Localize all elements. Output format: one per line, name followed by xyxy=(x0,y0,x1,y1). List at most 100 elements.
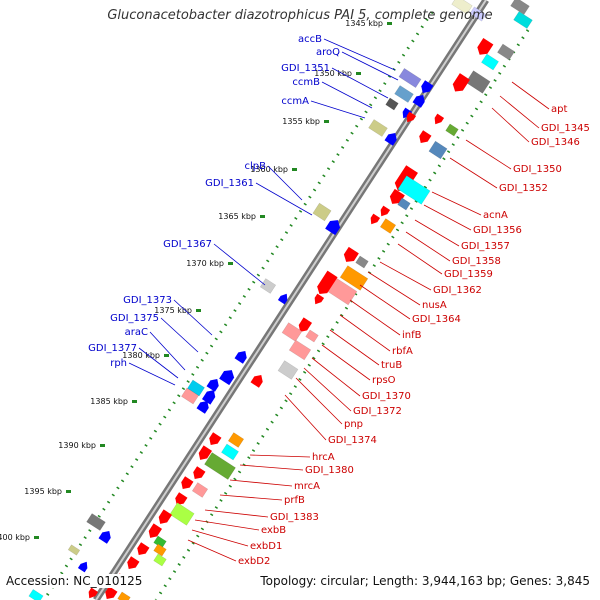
gene-arrow xyxy=(412,94,425,108)
kbp-tick-mark xyxy=(34,536,39,539)
right-label-leader xyxy=(359,284,411,320)
gene-arrow xyxy=(98,530,111,544)
right-gene-labels: apt GDI_1345 GDI_1346 GDI_1350 GDI_1352 acnA G… xyxy=(187,81,590,567)
right-label-leader xyxy=(295,377,343,425)
kbp-tick-label: 1400 kbp xyxy=(0,533,30,542)
gene-feature xyxy=(394,85,414,103)
right-gene-label: GDI_1356 xyxy=(473,225,522,236)
right-label-leader xyxy=(321,344,371,381)
left-gene-labels: accB aroQ GDI_1351 ccmB ccmA clpB GDI_1361 GDI_… xyxy=(88,34,399,386)
gene-feature xyxy=(28,589,44,600)
right-gene-label: GDI_1359 xyxy=(444,269,493,280)
gene-feature xyxy=(355,255,369,269)
gene-feature xyxy=(465,70,491,94)
gene-feature xyxy=(398,68,422,88)
right-gene-label: rbfA xyxy=(392,346,413,357)
gene-features xyxy=(28,0,533,600)
gene-feature xyxy=(153,553,167,567)
kbp-tick-label: 1380 kbp xyxy=(122,351,160,360)
gene-arrow xyxy=(193,466,206,480)
left-label-leader xyxy=(138,347,179,379)
left-gene-label: aroQ xyxy=(316,47,340,58)
right-label-leader xyxy=(405,231,451,262)
right-label-leader xyxy=(449,157,498,189)
gene-feature xyxy=(191,482,209,498)
gene-feature xyxy=(513,11,533,29)
kbp-tick-label: 1345 kbp xyxy=(345,19,383,28)
right-gene-label: GDI_1357 xyxy=(461,241,510,252)
right-label-leader xyxy=(239,464,304,471)
kbp-tick-label: 1360 kbp xyxy=(250,165,288,174)
gene-feature xyxy=(510,0,530,15)
left-label-leader xyxy=(310,100,366,119)
gene-arrow xyxy=(234,350,247,364)
right-gene-label: nusA xyxy=(422,300,447,311)
kbp-tick-mark xyxy=(100,444,105,447)
right-label-leader xyxy=(219,494,283,501)
right-gene-label: hrcA xyxy=(312,452,335,463)
kbp-tick-label: 1385 kbp xyxy=(90,397,128,406)
right-label-leader xyxy=(303,367,352,412)
left-gene-label: clpB xyxy=(245,161,267,172)
right-label-leader xyxy=(414,219,460,247)
right-gene-label: GDI_1364 xyxy=(412,314,461,325)
gene-arrow xyxy=(452,73,470,92)
right-gene-label: GDI_1380 xyxy=(305,465,354,476)
left-label-leader xyxy=(160,317,199,353)
right-gene-label: GDI_1362 xyxy=(433,285,482,296)
kbp-tick-mark xyxy=(292,168,297,171)
right-gene-label: GDI_1383 xyxy=(270,512,319,523)
kbp-tick-mark xyxy=(228,262,233,265)
right-label-leader xyxy=(379,261,432,291)
kbp-tick-label: 1370 kbp xyxy=(186,259,224,268)
gene-feature xyxy=(368,119,388,137)
gene-feature xyxy=(181,387,199,405)
gene-arrow xyxy=(380,205,391,217)
left-label-leader xyxy=(128,362,176,386)
right-label-leader xyxy=(329,329,380,366)
gene-feature xyxy=(153,543,167,557)
gene-arrow xyxy=(181,476,194,490)
right-label-leader xyxy=(194,519,260,531)
right-label-leader xyxy=(191,529,249,547)
left-gene-label: GDI_1375 xyxy=(110,313,159,324)
right-label-leader xyxy=(339,314,391,352)
right-gene-label: truB xyxy=(381,360,402,371)
left-label-leader xyxy=(323,38,396,71)
gene-arrow xyxy=(206,378,219,392)
gene-arrow xyxy=(250,374,263,388)
gene-arrow xyxy=(314,293,325,305)
gene-feature xyxy=(497,43,515,61)
gene-feature xyxy=(86,513,106,531)
gene-arrow xyxy=(277,293,288,305)
gene-feature xyxy=(169,502,195,526)
right-label-leader xyxy=(349,299,401,336)
gene-arrow xyxy=(198,445,213,460)
gene-arrow xyxy=(175,492,188,506)
right-label-leader xyxy=(431,191,482,216)
gene-arrow xyxy=(477,38,494,55)
right-label-leader xyxy=(397,243,443,275)
right-gene-label: apt xyxy=(551,104,567,115)
right-gene-label: exbD1 xyxy=(250,541,282,552)
right-gene-label: GDI_1346 xyxy=(531,137,580,148)
gene-feature xyxy=(339,265,369,291)
right-gene-label: GDI_1352 xyxy=(499,183,548,194)
right-track xyxy=(154,29,530,600)
gene-arrow xyxy=(209,432,222,446)
right-label-leader xyxy=(249,454,311,458)
right-gene-label: infB xyxy=(402,330,422,341)
gene-arrow xyxy=(421,80,434,94)
gene-feature xyxy=(281,322,303,342)
right-label-leader xyxy=(229,479,293,487)
right-gene-label: GDI_1372 xyxy=(353,406,402,417)
kbp-tick-mark xyxy=(196,309,201,312)
gene-feature xyxy=(305,329,319,343)
accession-text: Accession: NC_010125 xyxy=(6,574,143,588)
gene-arrow xyxy=(201,390,216,405)
gene-feature xyxy=(277,360,299,380)
outer-left-track xyxy=(42,11,434,600)
gene-arrow xyxy=(434,113,445,125)
gene-feature xyxy=(221,443,239,461)
left-gene-label: GDI_1367 xyxy=(163,239,212,250)
